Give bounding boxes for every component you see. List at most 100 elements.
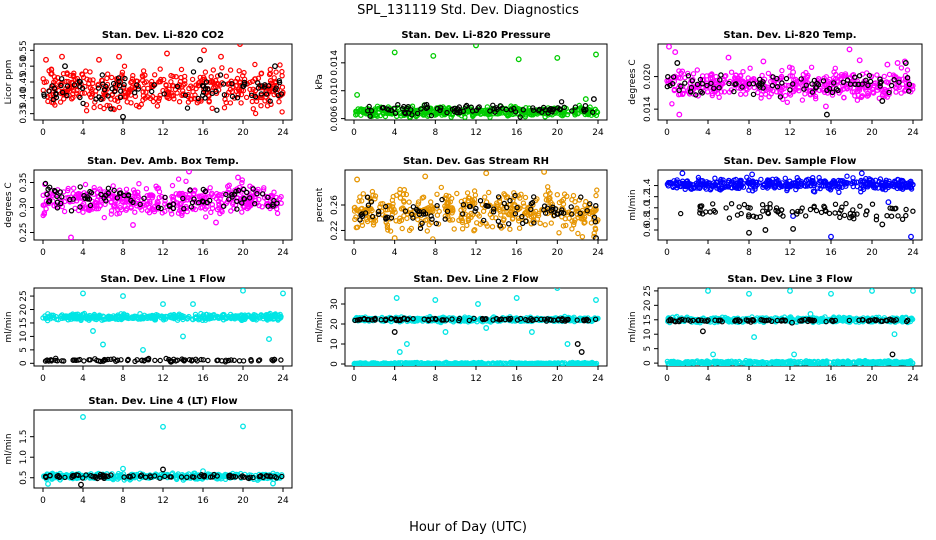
data-point: [79, 90, 85, 96]
data-point: [843, 179, 850, 186]
y-tick-label: 10: [19, 330, 29, 342]
data-point: [104, 102, 110, 109]
data-point: [725, 54, 732, 61]
data-point: [169, 358, 175, 364]
data-point: [756, 180, 762, 186]
data-point: [561, 104, 567, 111]
data-point: [397, 317, 404, 323]
data-point: [369, 361, 375, 366]
data-point: [152, 317, 159, 323]
data-point: [252, 312, 259, 318]
data-point: [164, 50, 170, 57]
data-point: [185, 99, 192, 105]
data-point: [587, 360, 593, 366]
data-point: [157, 357, 163, 364]
data-point: [174, 90, 180, 96]
data-point: [202, 85, 209, 92]
data-point: [462, 360, 468, 366]
data-point: [782, 175, 789, 181]
data-point: [812, 189, 818, 195]
data-point: [671, 178, 677, 184]
data-point: [578, 349, 585, 355]
data-point: [265, 314, 271, 321]
data-point: [712, 175, 718, 181]
data-point: [247, 86, 253, 93]
data-point: [787, 73, 793, 79]
data-point: [421, 110, 427, 116]
data-point: [200, 74, 207, 81]
data-point: [372, 108, 378, 114]
points: [351, 288, 601, 366]
data-point: [697, 203, 703, 209]
data-point: [108, 356, 114, 362]
data-point: [582, 202, 588, 208]
data-point: [770, 74, 776, 80]
data-point: [823, 111, 830, 118]
data-point: [903, 206, 909, 213]
data-point: [713, 80, 719, 86]
data-point: [231, 191, 238, 197]
data-point: [847, 214, 853, 221]
x-tick-label: 12: [784, 374, 795, 384]
data-point: [744, 86, 750, 93]
data-point: [790, 80, 797, 86]
y-axis-label: degrees C: [4, 182, 14, 227]
data-point: [554, 288, 561, 291]
data-point: [484, 362, 490, 366]
x-tick-label: 12: [470, 248, 481, 258]
x-tick-label: 20: [866, 128, 878, 138]
data-point: [552, 361, 558, 366]
data-point: [864, 208, 870, 214]
data-point: [874, 72, 880, 78]
data-point: [578, 361, 585, 366]
data-point: [847, 81, 854, 87]
data-point: [228, 357, 234, 363]
data-point: [116, 187, 123, 193]
data-point: [161, 91, 167, 97]
data-point: [260, 191, 266, 197]
data-point: [811, 77, 818, 84]
data-point: [372, 317, 378, 323]
data-point: [880, 92, 886, 98]
data-point: [229, 93, 236, 100]
data-point: [465, 217, 472, 224]
data-point: [777, 94, 784, 100]
data-point: [155, 204, 162, 211]
data-point: [442, 216, 448, 222]
data-point: [545, 203, 551, 209]
data-point: [61, 208, 68, 215]
data-point: [429, 216, 435, 222]
data-point: [374, 103, 381, 110]
data-point: [516, 225, 523, 231]
y-tick-label: 0.014: [643, 96, 653, 122]
data-point: [493, 105, 499, 111]
data-point: [707, 209, 713, 215]
data-point: [689, 78, 696, 84]
data-point: [213, 219, 219, 226]
data-point: [835, 183, 841, 189]
y-tick-label: 0.014: [330, 50, 340, 76]
points: [40, 170, 284, 240]
data-point: [400, 205, 406, 211]
x-tick-label: 0: [40, 128, 46, 138]
data-point: [769, 82, 776, 89]
data-point: [218, 53, 224, 60]
x-tick-label: 16: [825, 374, 837, 384]
x-tick-label: 16: [511, 128, 523, 138]
data-point: [235, 174, 241, 181]
data-point: [804, 79, 811, 86]
data-point: [162, 198, 168, 204]
data-point: [396, 349, 403, 355]
data-point: [363, 207, 369, 214]
data-point: [682, 80, 688, 86]
x-tick-label: 4: [80, 128, 86, 138]
data-point: [854, 97, 861, 103]
data-point: [473, 205, 479, 212]
data-point: [515, 56, 522, 63]
data-point: [881, 73, 888, 80]
data-point: [87, 77, 93, 83]
y-tick-label: 0.55: [19, 40, 29, 60]
data-point: [424, 228, 430, 234]
data-point: [397, 195, 404, 201]
data-point: [801, 86, 807, 92]
